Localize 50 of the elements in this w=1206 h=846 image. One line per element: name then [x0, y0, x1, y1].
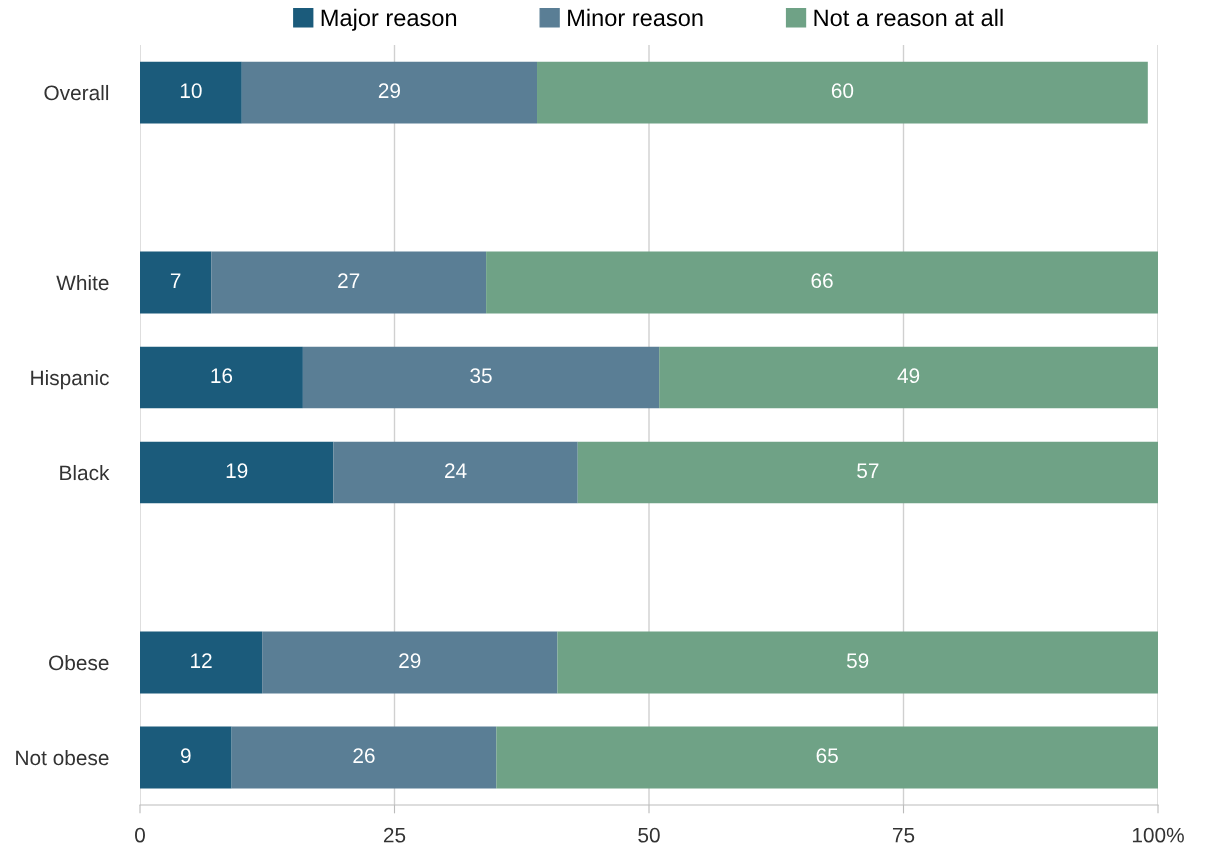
bar [231, 726, 497, 789]
data-label: 29 [399, 653, 421, 669]
bar [140, 346, 303, 409]
data-label: 7 [170, 273, 181, 288]
y-tick-label: Black [60, 464, 110, 481]
x-tick-label: 100% [1132, 827, 1184, 843]
data-label: 19 [226, 463, 248, 479]
bar [557, 631, 1158, 694]
y-tick-label: Obese [49, 654, 109, 671]
bar [211, 251, 487, 314]
y-tick-label: Hispanic [31, 369, 109, 390]
data-label: 9 [180, 748, 191, 764]
data-label: 57 [857, 463, 879, 479]
bar [496, 726, 1158, 789]
data-label: 26 [353, 748, 375, 764]
x-tick-label: 50 [638, 827, 660, 843]
data-label: 27 [338, 273, 360, 288]
bar [486, 251, 1158, 314]
data-label: 35 [470, 368, 492, 384]
y-tick-label: Not obese [16, 749, 109, 766]
data-label: 66 [811, 273, 833, 289]
data-label: 12 [191, 653, 212, 668]
data-label: 60 [831, 83, 854, 99]
bar [333, 441, 578, 504]
bar [262, 631, 558, 694]
bar [302, 346, 660, 409]
bar [140, 726, 232, 789]
legend-label: Not a reason at all [814, 8, 1003, 27]
data-label: 59 [846, 653, 869, 669]
data-label: 29 [378, 83, 401, 99]
legend-label: Minor reason [568, 8, 703, 27]
data-label: 10 [180, 83, 202, 99]
bar [537, 61, 1148, 124]
bar [659, 346, 1158, 409]
data-label: 49 [897, 368, 920, 384]
data-label: 16 [211, 368, 233, 384]
bar [140, 251, 212, 314]
y-tick-label: Overall [44, 84, 109, 101]
x-tick-label: 0 [135, 827, 145, 843]
bar [577, 441, 1158, 504]
bar [241, 61, 538, 124]
x-tick-label: 75 [892, 827, 915, 843]
legend-label: Major reason [321, 8, 457, 31]
data-label: 65 [816, 748, 838, 764]
x-tick-label: 25 [383, 827, 406, 843]
bar [140, 441, 334, 504]
y-tick-label: White [56, 274, 109, 291]
data-label: 24 [445, 463, 467, 478]
bar [140, 61, 242, 124]
bar [140, 631, 263, 694]
